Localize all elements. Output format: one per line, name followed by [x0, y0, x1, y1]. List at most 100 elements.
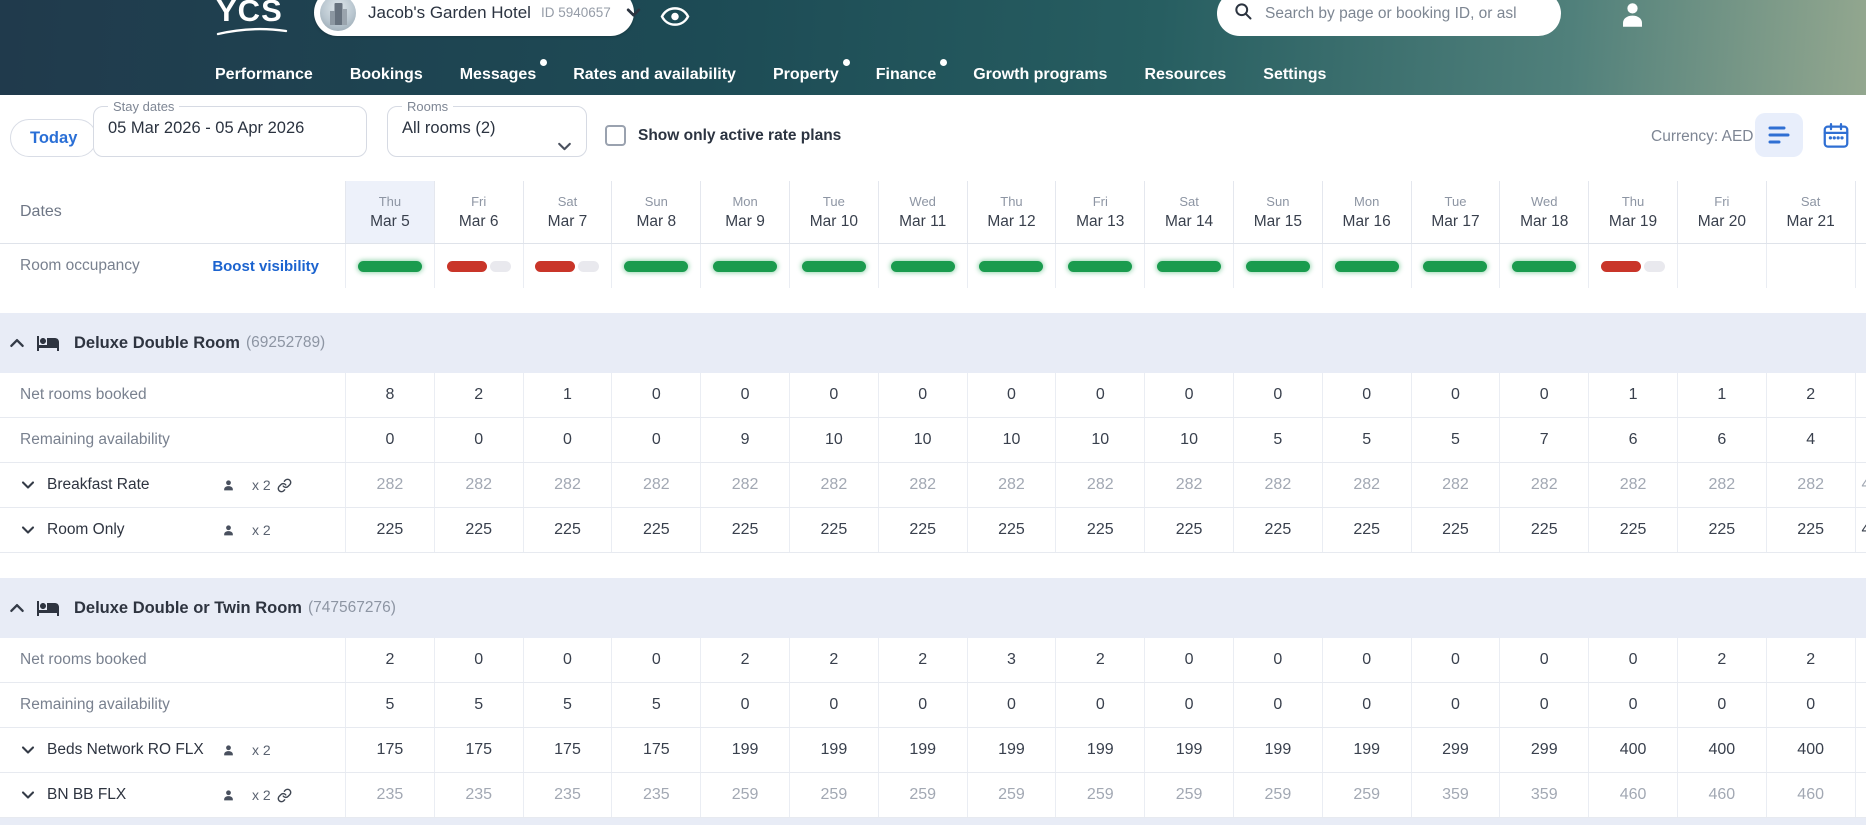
nav-item-messages[interactable]: Messages [460, 59, 548, 84]
rate-cell[interactable]: 359 [1499, 773, 1588, 817]
nav-item-rates-and-availability[interactable]: Rates and availability [573, 66, 736, 84]
rate-cell[interactable]: 225 [433, 508, 523, 552]
stay-dates-field[interactable]: Stay dates 05 Mar 2026 - 05 Apr 2026 [93, 99, 367, 157]
search-input[interactable] [1263, 3, 1537, 24]
rate-cell[interactable]: 282 [1055, 463, 1144, 507]
rate-cell[interactable]: 225 [1410, 508, 1500, 552]
rate-cell[interactable]: 259 [1055, 773, 1144, 817]
rate-cell[interactable]: 199 [1055, 728, 1144, 772]
rate-cell[interactable]: 259 [1321, 773, 1411, 817]
rate-cell[interactable]: 400 [1765, 728, 1855, 772]
rate-cell[interactable]: 225 [1055, 508, 1144, 552]
rate-cell[interactable]: 225 [788, 508, 878, 552]
rate-cell[interactable]: 282 [1232, 463, 1322, 507]
rate-cell[interactable]: 225 [522, 508, 612, 552]
rate-cell[interactable]: 225 [1588, 508, 1677, 552]
rate-cell[interactable]: 225 [877, 508, 967, 552]
boost-visibility-link[interactable]: Boost visibility [212, 257, 319, 275]
date-value: Mar 8 [636, 212, 677, 230]
rate-cell[interactable]: 225 [700, 508, 789, 552]
occupancy-cell [1410, 244, 1500, 288]
rate-cell[interactable]: 359 [1410, 773, 1500, 817]
rate-cell[interactable]: 282 [788, 463, 878, 507]
rate-cell[interactable]: 400 [1676, 728, 1766, 772]
rate-cell[interactable]: 282 [877, 463, 967, 507]
nav-item-growth-programs[interactable]: Growth programs [973, 66, 1107, 84]
expand-chevron-down-icon[interactable] [20, 787, 36, 803]
ycs-logo[interactable]: YCS [216, 0, 288, 36]
rate-cell[interactable]: 282 [1676, 463, 1766, 507]
rate-cell[interactable]: 282 [1765, 463, 1855, 507]
rate-cell[interactable]: 199 [1321, 728, 1411, 772]
rate-cell[interactable]: 259 [966, 773, 1056, 817]
rate-cell[interactable]: 175 [345, 728, 434, 772]
rate-cell[interactable]: 299 [1499, 728, 1588, 772]
room-section-header[interactable]: Deluxe Double Room (69252789) [0, 313, 1866, 373]
nav-item-performance[interactable]: Performance [215, 66, 313, 84]
preview-eye-icon[interactable] [658, 4, 692, 28]
rate-cell[interactable]: 460 [1765, 773, 1855, 817]
rate-cell[interactable]: 225 [1321, 508, 1411, 552]
rate-cell[interactable]: 199 [700, 728, 789, 772]
rate-cell[interactable]: 282 [1410, 463, 1500, 507]
rate-cell[interactable]: 282 [522, 463, 612, 507]
rate-cell[interactable]: 282 [966, 463, 1056, 507]
rate-cell[interactable]: 259 [877, 773, 967, 817]
rate-cell[interactable]: 199 [1232, 728, 1322, 772]
rate-cell[interactable]: 225 [966, 508, 1056, 552]
nav-item-resources[interactable]: Resources [1144, 66, 1226, 84]
rate-cell[interactable]: 400 [1588, 728, 1677, 772]
rate-cell[interactable]: 225 [1676, 508, 1766, 552]
rate-cell[interactable]: 225 [1499, 508, 1588, 552]
rate-cell[interactable]: 282 [345, 463, 434, 507]
nav-item-finance[interactable]: Finance [876, 59, 948, 84]
rate-cell[interactable]: 225 [1144, 508, 1233, 552]
rate-cell[interactable]: 282 [700, 463, 789, 507]
nav-item-settings[interactable]: Settings [1263, 66, 1326, 84]
rate-cell[interactable]: 199 [877, 728, 967, 772]
rate-cell[interactable]: 175 [611, 728, 700, 772]
rooms-select[interactable]: Rooms All rooms (2) [387, 99, 587, 157]
rate-cell[interactable]: 235 [433, 773, 523, 817]
rate-cell[interactable]: 282 [611, 463, 700, 507]
metric-value-cell: 0 [1144, 638, 1233, 682]
rate-cell[interactable]: 225 [1765, 508, 1855, 552]
rate-cell[interactable]: 259 [1144, 773, 1233, 817]
rate-cell[interactable]: 225 [611, 508, 700, 552]
rate-cell[interactable]: 175 [522, 728, 612, 772]
rate-cell[interactable]: 259 [788, 773, 878, 817]
hotel-selector[interactable]: Jacob's Garden Hotel ID 5940657 [314, 0, 640, 36]
expand-chevron-down-icon[interactable] [20, 522, 36, 538]
rate-cell[interactable]: 282 [1321, 463, 1411, 507]
nav-item-property[interactable]: Property [773, 59, 850, 84]
today-button[interactable]: Today [10, 119, 98, 157]
rate-cell[interactable]: 282 [1144, 463, 1233, 507]
room-section-header[interactable]: Deluxe Double or Twin Room (747567276) [0, 578, 1866, 638]
active-plans-filter[interactable]: Show only active rate plans [605, 125, 841, 146]
rate-cell[interactable]: 199 [1144, 728, 1233, 772]
rate-cell[interactable]: 259 [1232, 773, 1322, 817]
rate-cell[interactable]: 235 [522, 773, 612, 817]
cell-value: 2 [1095, 651, 1105, 668]
rate-cell[interactable]: 225 [1232, 508, 1322, 552]
rate-cell[interactable]: 259 [700, 773, 789, 817]
rate-cell[interactable]: 460 [1588, 773, 1677, 817]
active-plans-checkbox[interactable] [605, 125, 626, 146]
rate-cell[interactable]: 175 [433, 728, 523, 772]
rate-cell[interactable]: 199 [788, 728, 878, 772]
rate-cell[interactable]: 282 [433, 463, 523, 507]
expand-chevron-down-icon[interactable] [20, 477, 36, 493]
rate-cell[interactable]: 460 [1676, 773, 1766, 817]
rate-cell[interactable]: 235 [345, 773, 434, 817]
rate-cell[interactable]: 299 [1410, 728, 1500, 772]
expand-chevron-down-icon[interactable] [20, 742, 36, 758]
nav-item-bookings[interactable]: Bookings [350, 66, 423, 84]
rate-cell[interactable]: 282 [1499, 463, 1588, 507]
calendar-view-toggle[interactable] [1818, 119, 1854, 153]
rate-cell[interactable]: 282 [1588, 463, 1677, 507]
rate-cell[interactable]: 225 [345, 508, 434, 552]
user-account-icon[interactable] [1615, 0, 1649, 30]
list-view-toggle[interactable] [1755, 113, 1803, 157]
rate-cell[interactable]: 199 [966, 728, 1056, 772]
rate-cell[interactable]: 235 [611, 773, 700, 817]
